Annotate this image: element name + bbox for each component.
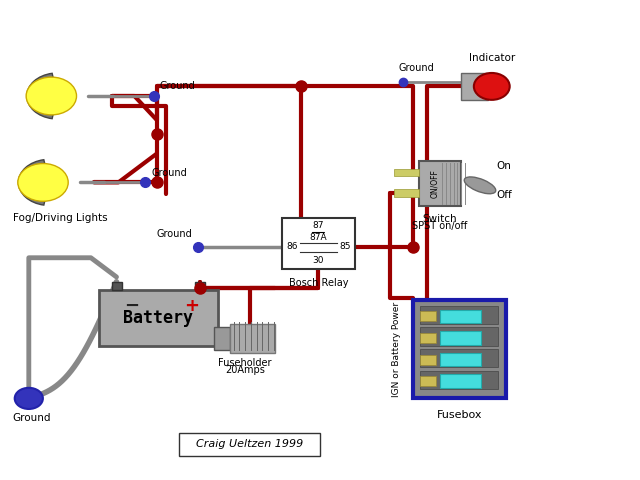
Text: Switch: Switch <box>422 214 458 224</box>
Bar <box>419 161 461 206</box>
Text: Bosch Relay: Bosch Relay <box>289 278 348 288</box>
Text: Ground: Ground <box>156 229 192 240</box>
Circle shape <box>15 388 43 409</box>
Bar <box>461 73 488 100</box>
Text: Craig Ueltzen 1999: Craig Ueltzen 1999 <box>196 440 303 449</box>
Bar <box>440 353 481 366</box>
Bar <box>420 327 498 346</box>
Bar <box>420 306 498 324</box>
Bar <box>420 371 498 389</box>
Text: 30: 30 <box>313 256 324 265</box>
Text: On: On <box>496 161 511 171</box>
Text: 85: 85 <box>339 242 351 251</box>
Bar <box>195 282 205 290</box>
Text: Ground: Ground <box>160 81 196 91</box>
Bar <box>112 282 122 290</box>
Wedge shape <box>19 160 49 205</box>
Circle shape <box>474 73 509 100</box>
Bar <box>394 169 419 176</box>
Bar <box>214 327 230 350</box>
Bar <box>420 333 436 343</box>
Bar <box>440 331 481 345</box>
Text: 20Amps: 20Amps <box>225 365 265 375</box>
Ellipse shape <box>464 177 496 194</box>
Circle shape <box>18 164 68 201</box>
Bar <box>420 376 436 386</box>
Text: Fog/Driving Lights: Fog/Driving Lights <box>13 214 108 223</box>
Text: ON/OFF: ON/OFF <box>431 169 440 198</box>
Text: Off: Off <box>496 190 512 200</box>
Bar <box>282 218 355 269</box>
Text: Fusebox: Fusebox <box>436 410 482 420</box>
Bar <box>420 349 498 367</box>
Circle shape <box>26 77 77 115</box>
Text: +: + <box>184 297 200 315</box>
Bar <box>420 355 436 365</box>
Text: Ground: Ground <box>13 413 51 423</box>
Text: 87A: 87A <box>310 233 327 242</box>
Text: Battery: Battery <box>124 309 193 327</box>
Bar <box>394 190 419 197</box>
Bar <box>420 312 436 322</box>
Bar <box>440 310 481 323</box>
Text: −: − <box>124 297 139 315</box>
Bar <box>440 374 481 388</box>
Bar <box>99 290 218 346</box>
Text: SPST on/off: SPST on/off <box>412 221 468 231</box>
Text: Fuseholder: Fuseholder <box>218 358 271 368</box>
Text: Indicator: Indicator <box>468 53 515 63</box>
Bar <box>413 300 506 398</box>
Wedge shape <box>27 73 58 119</box>
Text: IGN or Battery Power: IGN or Battery Power <box>392 301 401 397</box>
Bar <box>230 324 275 353</box>
Text: Ground: Ground <box>398 63 434 73</box>
Text: Ground: Ground <box>152 168 188 178</box>
Text: 86: 86 <box>286 242 298 251</box>
FancyBboxPatch shape <box>179 433 320 456</box>
Text: 87: 87 <box>313 221 324 230</box>
